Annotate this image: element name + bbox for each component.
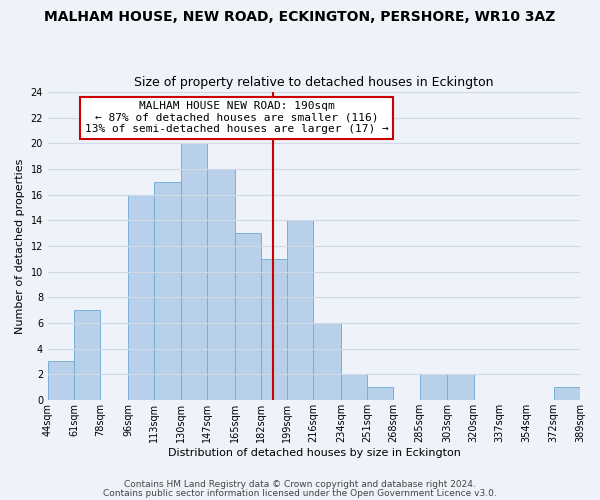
Bar (154, 182, 181, 400)
Bar (48, 362, 74, 400)
Text: Contains public sector information licensed under the Open Government Licence v3: Contains public sector information licen… (103, 488, 497, 498)
Bar (181, 144, 207, 400)
Text: MALHAM HOUSE, NEW ROAD, ECKINGTON, PERSHORE, WR10 3AZ: MALHAM HOUSE, NEW ROAD, ECKINGTON, PERSH… (44, 10, 556, 24)
X-axis label: Distribution of detached houses by size in Eckington: Distribution of detached houses by size … (167, 448, 460, 458)
Title: Size of property relative to detached houses in Eckington: Size of property relative to detached ho… (134, 76, 494, 90)
Bar (235, 233, 261, 400)
Text: MALHAM HOUSE NEW ROAD: 190sqm
← 87% of detached houses are smaller (116)
13% of : MALHAM HOUSE NEW ROAD: 190sqm ← 87% of d… (85, 102, 389, 134)
Bar (419, 374, 448, 400)
Bar (261, 258, 287, 400)
Bar (313, 323, 341, 400)
Bar (128, 194, 154, 400)
Y-axis label: Number of detached properties: Number of detached properties (15, 158, 25, 334)
Bar (448, 374, 473, 400)
Bar (287, 220, 313, 400)
Bar (341, 374, 367, 400)
Bar (207, 169, 235, 400)
Bar (367, 387, 394, 400)
Bar (74, 310, 100, 400)
Bar (554, 387, 580, 400)
Text: Contains HM Land Registry data © Crown copyright and database right 2024.: Contains HM Land Registry data © Crown c… (124, 480, 476, 489)
